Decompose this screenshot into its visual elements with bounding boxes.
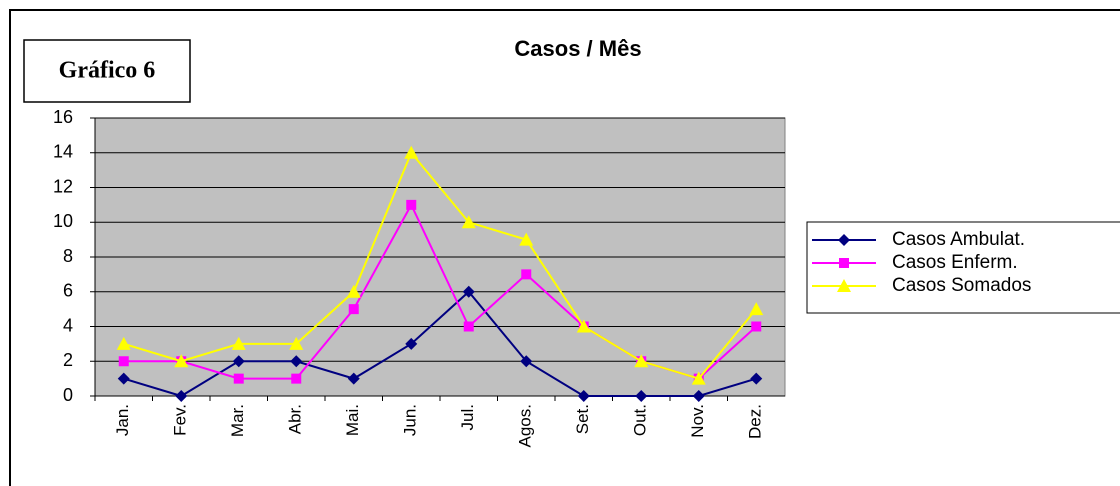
marker: [837, 279, 851, 292]
marker: [404, 145, 419, 159]
x-tick-label: Jun.: [401, 404, 420, 436]
marker: [116, 336, 131, 350]
y-tick-label: 12: [53, 176, 73, 196]
marker: [461, 215, 476, 229]
y-tick-label: 0: [63, 385, 73, 405]
legend: [806, 221, 1120, 314]
y-tick-label: 4: [63, 315, 73, 335]
marker: [174, 354, 189, 368]
marker: [291, 373, 302, 384]
marker: [346, 284, 361, 298]
marker: [118, 356, 129, 367]
marker: [463, 321, 474, 332]
marker: [751, 321, 762, 332]
x-tick-label: Jan.: [113, 404, 132, 436]
line: [123, 290, 757, 398]
y-tick-label: 2: [63, 350, 73, 370]
chart-title: Casos / Mês: [514, 36, 641, 61]
marker: [521, 269, 532, 280]
marker: [233, 373, 244, 384]
legend-label: Casos Somados: [892, 275, 1031, 296]
x-tick-label: Abr.: [286, 404, 305, 434]
marker: [348, 304, 359, 315]
x-tick-label: Dez.: [746, 404, 765, 439]
y-tick-label: 8: [63, 246, 73, 266]
x-tick-label: Nov.: [688, 404, 707, 438]
marker: [290, 355, 303, 368]
line: [123, 150, 758, 380]
x-tick-label: Out.: [631, 404, 650, 436]
marker: [289, 336, 304, 350]
y-tick-label: 6: [63, 281, 73, 301]
marker: [117, 372, 130, 385]
label-box: [23, 39, 191, 103]
y-tick-label: 14: [53, 142, 73, 162]
marker: [462, 285, 475, 298]
marker: [692, 390, 705, 402]
x-tick-label: Mar.: [228, 404, 247, 437]
marker: [519, 232, 534, 246]
chart-label: Gráfico 6: [59, 58, 156, 84]
marker: [405, 337, 418, 350]
marker: [749, 302, 764, 316]
marker: [232, 355, 245, 368]
legend-label: Casos Enferm.: [892, 252, 1018, 273]
marker: [577, 390, 590, 402]
marker: [634, 354, 649, 368]
marker: [347, 372, 360, 385]
marker: [175, 390, 188, 402]
y-tick-label: 10: [53, 211, 73, 231]
y-tick-label: 16: [53, 107, 73, 127]
x-tick-label: Agos.: [516, 404, 535, 447]
marker: [838, 234, 850, 246]
marker: [576, 319, 591, 333]
marker: [231, 336, 246, 350]
x-tick-label: Mai.: [343, 404, 362, 436]
marker: [520, 355, 533, 368]
legend-label: Casos Ambulat.: [892, 229, 1025, 250]
marker: [406, 199, 417, 210]
marker: [635, 390, 648, 402]
marker: [750, 372, 763, 385]
marker: [839, 258, 849, 268]
x-tick-label: Fev.: [171, 404, 190, 436]
marker: [691, 371, 706, 385]
x-tick-label: Jul.: [458, 404, 477, 430]
x-tick-label: Set.: [573, 404, 592, 434]
